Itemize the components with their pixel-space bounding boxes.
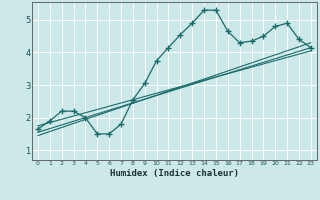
X-axis label: Humidex (Indice chaleur): Humidex (Indice chaleur) xyxy=(110,169,239,178)
